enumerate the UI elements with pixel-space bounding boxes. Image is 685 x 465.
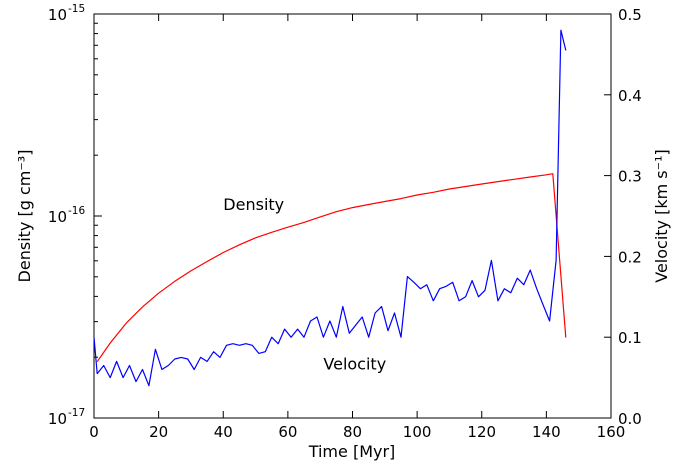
x-tick-label: 100	[403, 423, 432, 441]
density-series-line	[96, 173, 567, 363]
annotation-density: Density	[223, 195, 284, 214]
x-tick-label: 140	[532, 423, 561, 441]
y-right-tick-label: 0.3	[618, 168, 642, 186]
series-layer	[93, 29, 567, 387]
axis-ticks	[93, 13, 612, 419]
x-axis-label: Time [Myr]	[308, 442, 396, 461]
y-right-tick-label: 0.5	[618, 6, 642, 24]
y-left-tick-exponent: -16	[68, 205, 85, 217]
y-left-tick-label: 10	[48, 6, 67, 24]
x-tick-label: 0	[89, 423, 99, 441]
y-right-tick-label: 0.0	[618, 410, 642, 428]
y-left-tick-label: 10	[48, 208, 67, 226]
y-right-tick-label: 0.4	[618, 87, 642, 105]
x-tick-label: 20	[149, 423, 168, 441]
y-left-tick-label: 10	[48, 410, 67, 428]
y-right-tick-label: 0.1	[618, 329, 642, 347]
velocity-series-line	[93, 29, 567, 387]
y-left-tick-exponent: -17	[68, 407, 85, 419]
y-left-tick-exponent: -15	[68, 3, 85, 15]
x-tick-label: 120	[467, 423, 496, 441]
y-right-tick-label: 0.2	[618, 248, 642, 266]
y-right-axis-label: Velocity [km s⁻¹]	[652, 149, 671, 282]
y-left-axis-label: Density [g cm⁻³]	[15, 150, 34, 283]
x-tick-label: 160	[597, 423, 626, 441]
x-tick-label: 80	[343, 423, 362, 441]
x-tick-label: 60	[278, 423, 297, 441]
annotation-velocity: Velocity	[323, 355, 386, 374]
x-tick-label: 40	[214, 423, 233, 441]
